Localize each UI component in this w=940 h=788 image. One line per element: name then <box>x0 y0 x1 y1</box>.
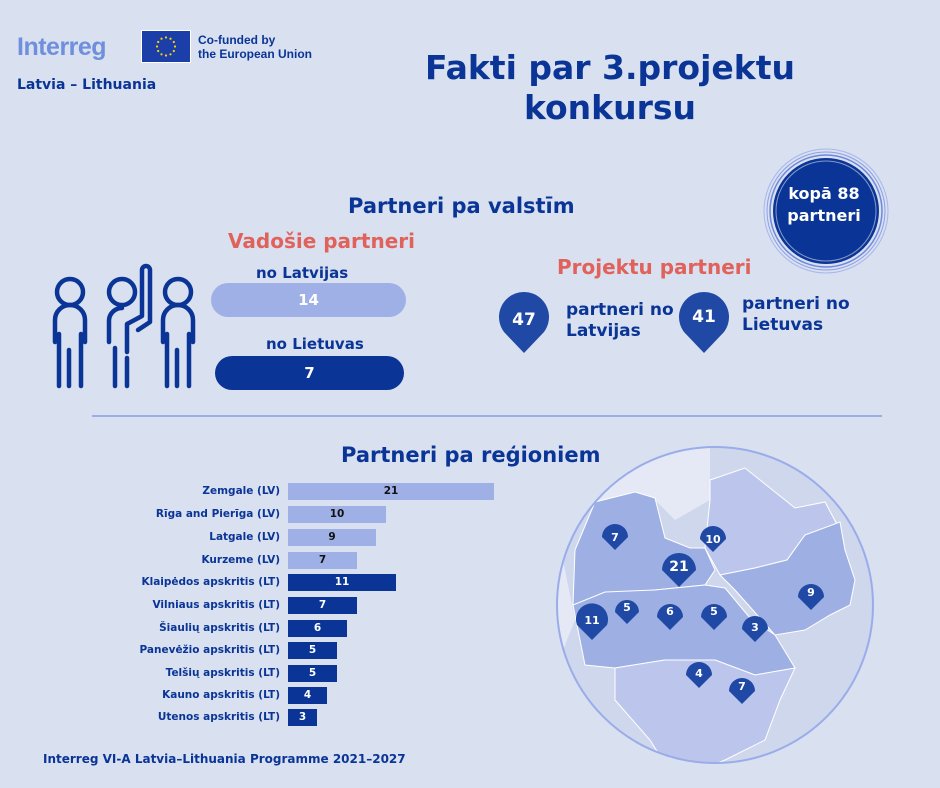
bar-row: Utenos apskritis (LT) 3 <box>0 709 520 726</box>
map-pin-telsiai: 5 <box>623 601 631 614</box>
bar-row: Zemgale (LV) 21 <box>0 483 520 500</box>
bar-row: Kurzeme (LV) 7 <box>0 552 520 569</box>
interreg-logo: Interreg <box>17 33 107 61</box>
bar-label: Kurzeme (LV) <box>201 554 280 566</box>
bar-label: Šiaulių apskritis (LT) <box>159 622 280 634</box>
total-line2: partneri <box>787 206 861 225</box>
bar-row: Rīga and Pierīga (LV) 10 <box>0 506 520 523</box>
project-lt-line1: partneri no <box>742 294 850 314</box>
page-title: Fakti par 3.projektu konkursu <box>380 48 840 128</box>
regions-map: 7 10 21 9 11 5 6 5 3 4 7 <box>556 446 874 764</box>
regions-bar-chart: Zemgale (LV) 21 Rīga and Pierīga (LV) 10… <box>0 483 520 733</box>
bar-row: Latgale (LV) 9 <box>0 529 520 546</box>
project-lt-value: 41 <box>692 307 716 327</box>
project-lv-line2: Latvijas <box>566 321 641 341</box>
bar-label: Utenos apskritis (LT) <box>157 711 280 723</box>
project-lv-line1: partneri no <box>566 300 674 320</box>
lead-lt-label: no Lietuvas <box>266 335 364 353</box>
bar: 5 <box>288 665 337 682</box>
map-pin-siauliai: 6 <box>666 605 674 618</box>
map-pin-zemgale: 21 <box>669 559 688 575</box>
map-pin-riga: 10 <box>705 533 721 546</box>
bar: 10 <box>288 506 386 523</box>
bar-row: Telšių apskritis (LT) 5 <box>0 665 520 682</box>
lead-lt-value: 7 <box>215 356 404 390</box>
lead-partners-heading: Vadošie partneri <box>228 229 415 253</box>
total-partners-text: kopā 88 partneri <box>764 183 884 227</box>
lead-lv-value: 14 <box>211 283 406 317</box>
total-partners-badge <box>763 148 889 274</box>
bar: 7 <box>288 597 357 614</box>
bar: 6 <box>288 620 347 637</box>
bar: 7 <box>288 552 357 569</box>
map-pin-utena: 3 <box>751 621 759 634</box>
bar-label: Telšių apskritis (LT) <box>165 667 280 679</box>
bar-label: Panevėžio apskritis (LT) <box>139 644 281 656</box>
bar: 5 <box>288 642 337 659</box>
eu-flag-icon <box>141 30 191 63</box>
bar-row: Šiaulių apskritis (LT) 6 <box>0 620 520 637</box>
bar-label: Rīga and Pierīga (LV) <box>155 508 280 520</box>
project-lv-text: partneri no Latvijas <box>566 300 674 342</box>
bar: 21 <box>288 483 494 500</box>
bar-label: Vilniaus apskritis (LT) <box>152 599 280 611</box>
bar-row: Vilniaus apskritis (LT) 7 <box>0 597 520 614</box>
lt-pin-icon <box>679 292 729 353</box>
bar-label: Latgale (LV) <box>209 531 280 543</box>
section-divider <box>92 415 882 417</box>
people-icon <box>52 263 196 389</box>
bar-label: Kauno apskritis (LT) <box>162 689 280 701</box>
bar-label: Klaipėdos apskritis (LT) <box>141 576 280 588</box>
bar-row: Kauno apskritis (LT) 4 <box>0 687 520 704</box>
bar-row: Panevėžio apskritis (LT) 5 <box>0 642 520 659</box>
map-pin-kurzeme: 7 <box>611 531 619 544</box>
project-lt-line2: Lietuvas <box>742 315 824 335</box>
bar: 9 <box>288 529 376 546</box>
countries-heading: Partneri pa valstīm <box>348 194 575 218</box>
bar: 4 <box>288 687 327 704</box>
project-partners-heading: Projektu partneri <box>557 255 752 279</box>
bar: 11 <box>288 574 396 591</box>
total-line1: kopā 88 <box>788 184 860 203</box>
bar-row: Klaipėdos apskritis (LT) 11 <box>0 574 520 591</box>
eu-cofunded-text: Co-funded by the European Union <box>198 33 312 61</box>
map-pin-latgale: 9 <box>807 586 815 599</box>
footer-text: Interreg VI-A Latvia–Lithuania Programme… <box>43 752 406 766</box>
map-pin-vilnius: 7 <box>738 680 746 693</box>
title-line1: Fakti par 3.projektu <box>424 48 796 87</box>
eu-text-line2: the European Union <box>198 47 312 61</box>
regions-heading: Partneri pa reģioniem <box>341 443 601 467</box>
map-pin-kaunas: 4 <box>695 667 703 680</box>
project-lt-text: partneri no Lietuvas <box>742 294 850 336</box>
lv-pin-icon <box>499 292 549 353</box>
project-lv-value: 47 <box>512 310 536 330</box>
bar-label: Zemgale (LV) <box>202 485 280 497</box>
eu-text-line1: Co-funded by <box>198 33 276 47</box>
bar: 3 <box>288 709 317 726</box>
lead-lv-label: no Latvijas <box>256 264 349 282</box>
map-pin-panevezys: 5 <box>710 605 718 618</box>
programme-subtitle: Latvia – Lithuania <box>17 77 157 93</box>
title-line2: konkursu <box>523 88 697 127</box>
map-pin-klaipeda: 11 <box>584 614 599 627</box>
